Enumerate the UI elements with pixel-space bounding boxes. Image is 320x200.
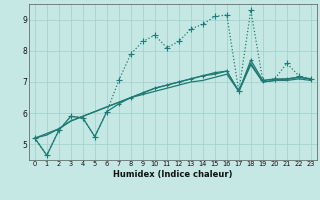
X-axis label: Humidex (Indice chaleur): Humidex (Indice chaleur) (113, 170, 233, 179)
